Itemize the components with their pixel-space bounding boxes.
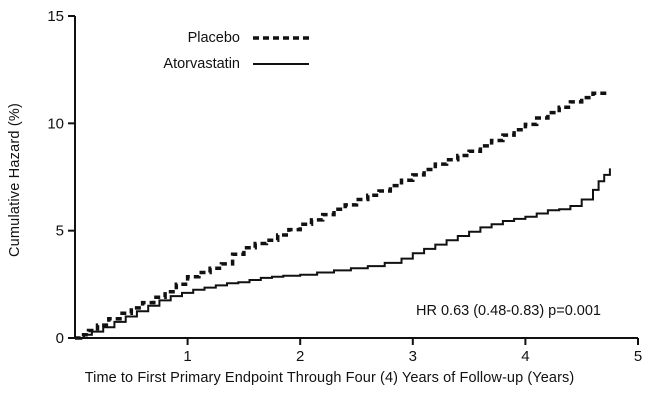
legend-label-atorvastatin: Atorvastatin [163,56,240,72]
x-tick-label: 2 [296,348,304,365]
x-tick-label: 4 [521,348,529,365]
y-axis-label: Cumulative Hazard (%) [7,102,24,258]
x-tick-label: 3 [409,348,417,365]
x-tick-label: 5 [634,348,642,365]
y-tick-label: 10 [47,115,64,132]
x-tick-label: 1 [183,348,191,365]
hazard-ratio-annotation: HR 0.63 (0.48-0.83) p=0.001 [416,303,601,319]
legend-label-placebo: Placebo [187,30,240,46]
series-line-placebo [75,91,609,340]
y-tick-label: 15 [47,8,64,25]
legend-solid-line-sample [253,63,309,65]
y-tick-label: 5 [56,223,64,240]
legend: Placebo Atorvastatin [138,30,310,72]
x-axis-label: Time to First Primary Endpoint Through F… [84,370,575,386]
legend-dashed-line-sample [253,36,309,40]
series-line-atorvastatin [75,168,611,339]
y-tick-label: 0 [56,330,64,347]
y-axis-label-wrap: Cumulative Hazard (%) [0,0,30,360]
